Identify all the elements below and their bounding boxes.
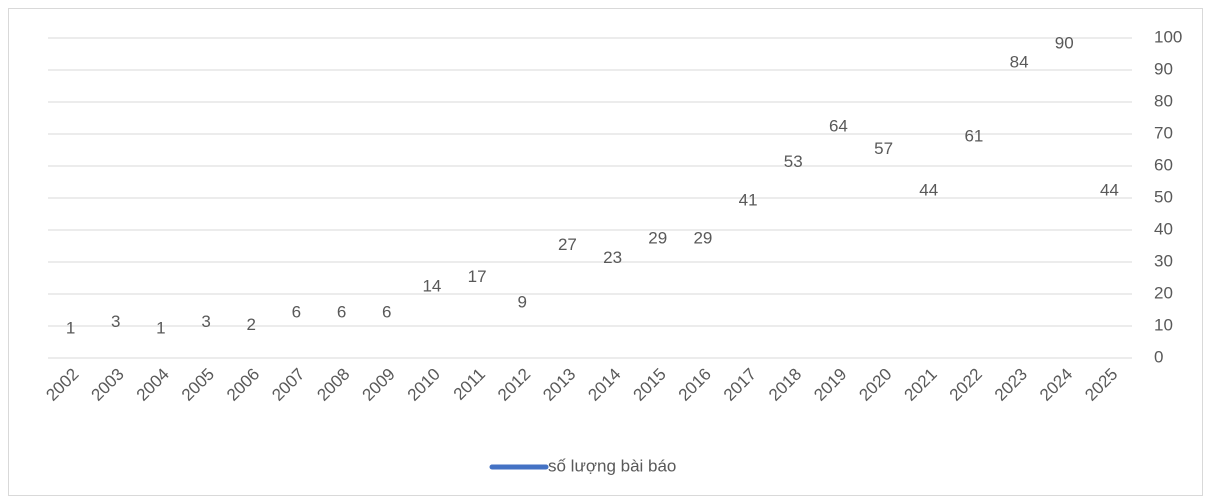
data-label: 84 xyxy=(1010,53,1029,72)
data-label: 2 xyxy=(247,315,256,334)
data-label: 29 xyxy=(648,229,667,248)
y-tick-label: 90 xyxy=(1154,59,1173,78)
data-label: 6 xyxy=(382,302,391,321)
legend-label: số lượng bài báo xyxy=(548,456,676,475)
y-tick-label: 10 xyxy=(1154,315,1173,334)
data-label: 6 xyxy=(292,302,301,321)
data-label: 6 xyxy=(337,302,346,321)
data-label: 44 xyxy=(919,181,938,200)
y-tick-label: 70 xyxy=(1154,123,1173,142)
data-label: 3 xyxy=(111,312,120,331)
data-label: 3 xyxy=(201,312,210,331)
y-tick-label: 50 xyxy=(1154,187,1173,206)
data-label: 23 xyxy=(603,248,622,267)
data-label: 14 xyxy=(422,277,441,296)
data-label: 27 xyxy=(558,235,577,254)
y-tick-label: 20 xyxy=(1154,283,1173,302)
y-tick-label: 80 xyxy=(1154,91,1173,110)
data-label: 57 xyxy=(874,139,893,158)
y-tick-label: 40 xyxy=(1154,219,1173,238)
data-label: 61 xyxy=(964,126,983,145)
y-tick-label: 30 xyxy=(1154,251,1173,270)
data-label: 9 xyxy=(518,293,527,312)
data-label: 1 xyxy=(66,318,75,337)
data-label: 90 xyxy=(1055,33,1074,52)
data-label: 44 xyxy=(1100,181,1119,200)
y-tick-label: 60 xyxy=(1154,155,1173,174)
data-label: 41 xyxy=(739,190,758,209)
y-tick-label: 100 xyxy=(1154,27,1182,46)
data-label: 53 xyxy=(784,152,803,171)
data-label: 29 xyxy=(693,229,712,248)
data-label: 1 xyxy=(156,318,165,337)
data-label: 17 xyxy=(468,267,487,286)
chart-border xyxy=(8,8,1203,496)
data-label: 64 xyxy=(829,117,848,136)
y-tick-label: 0 xyxy=(1154,347,1163,366)
